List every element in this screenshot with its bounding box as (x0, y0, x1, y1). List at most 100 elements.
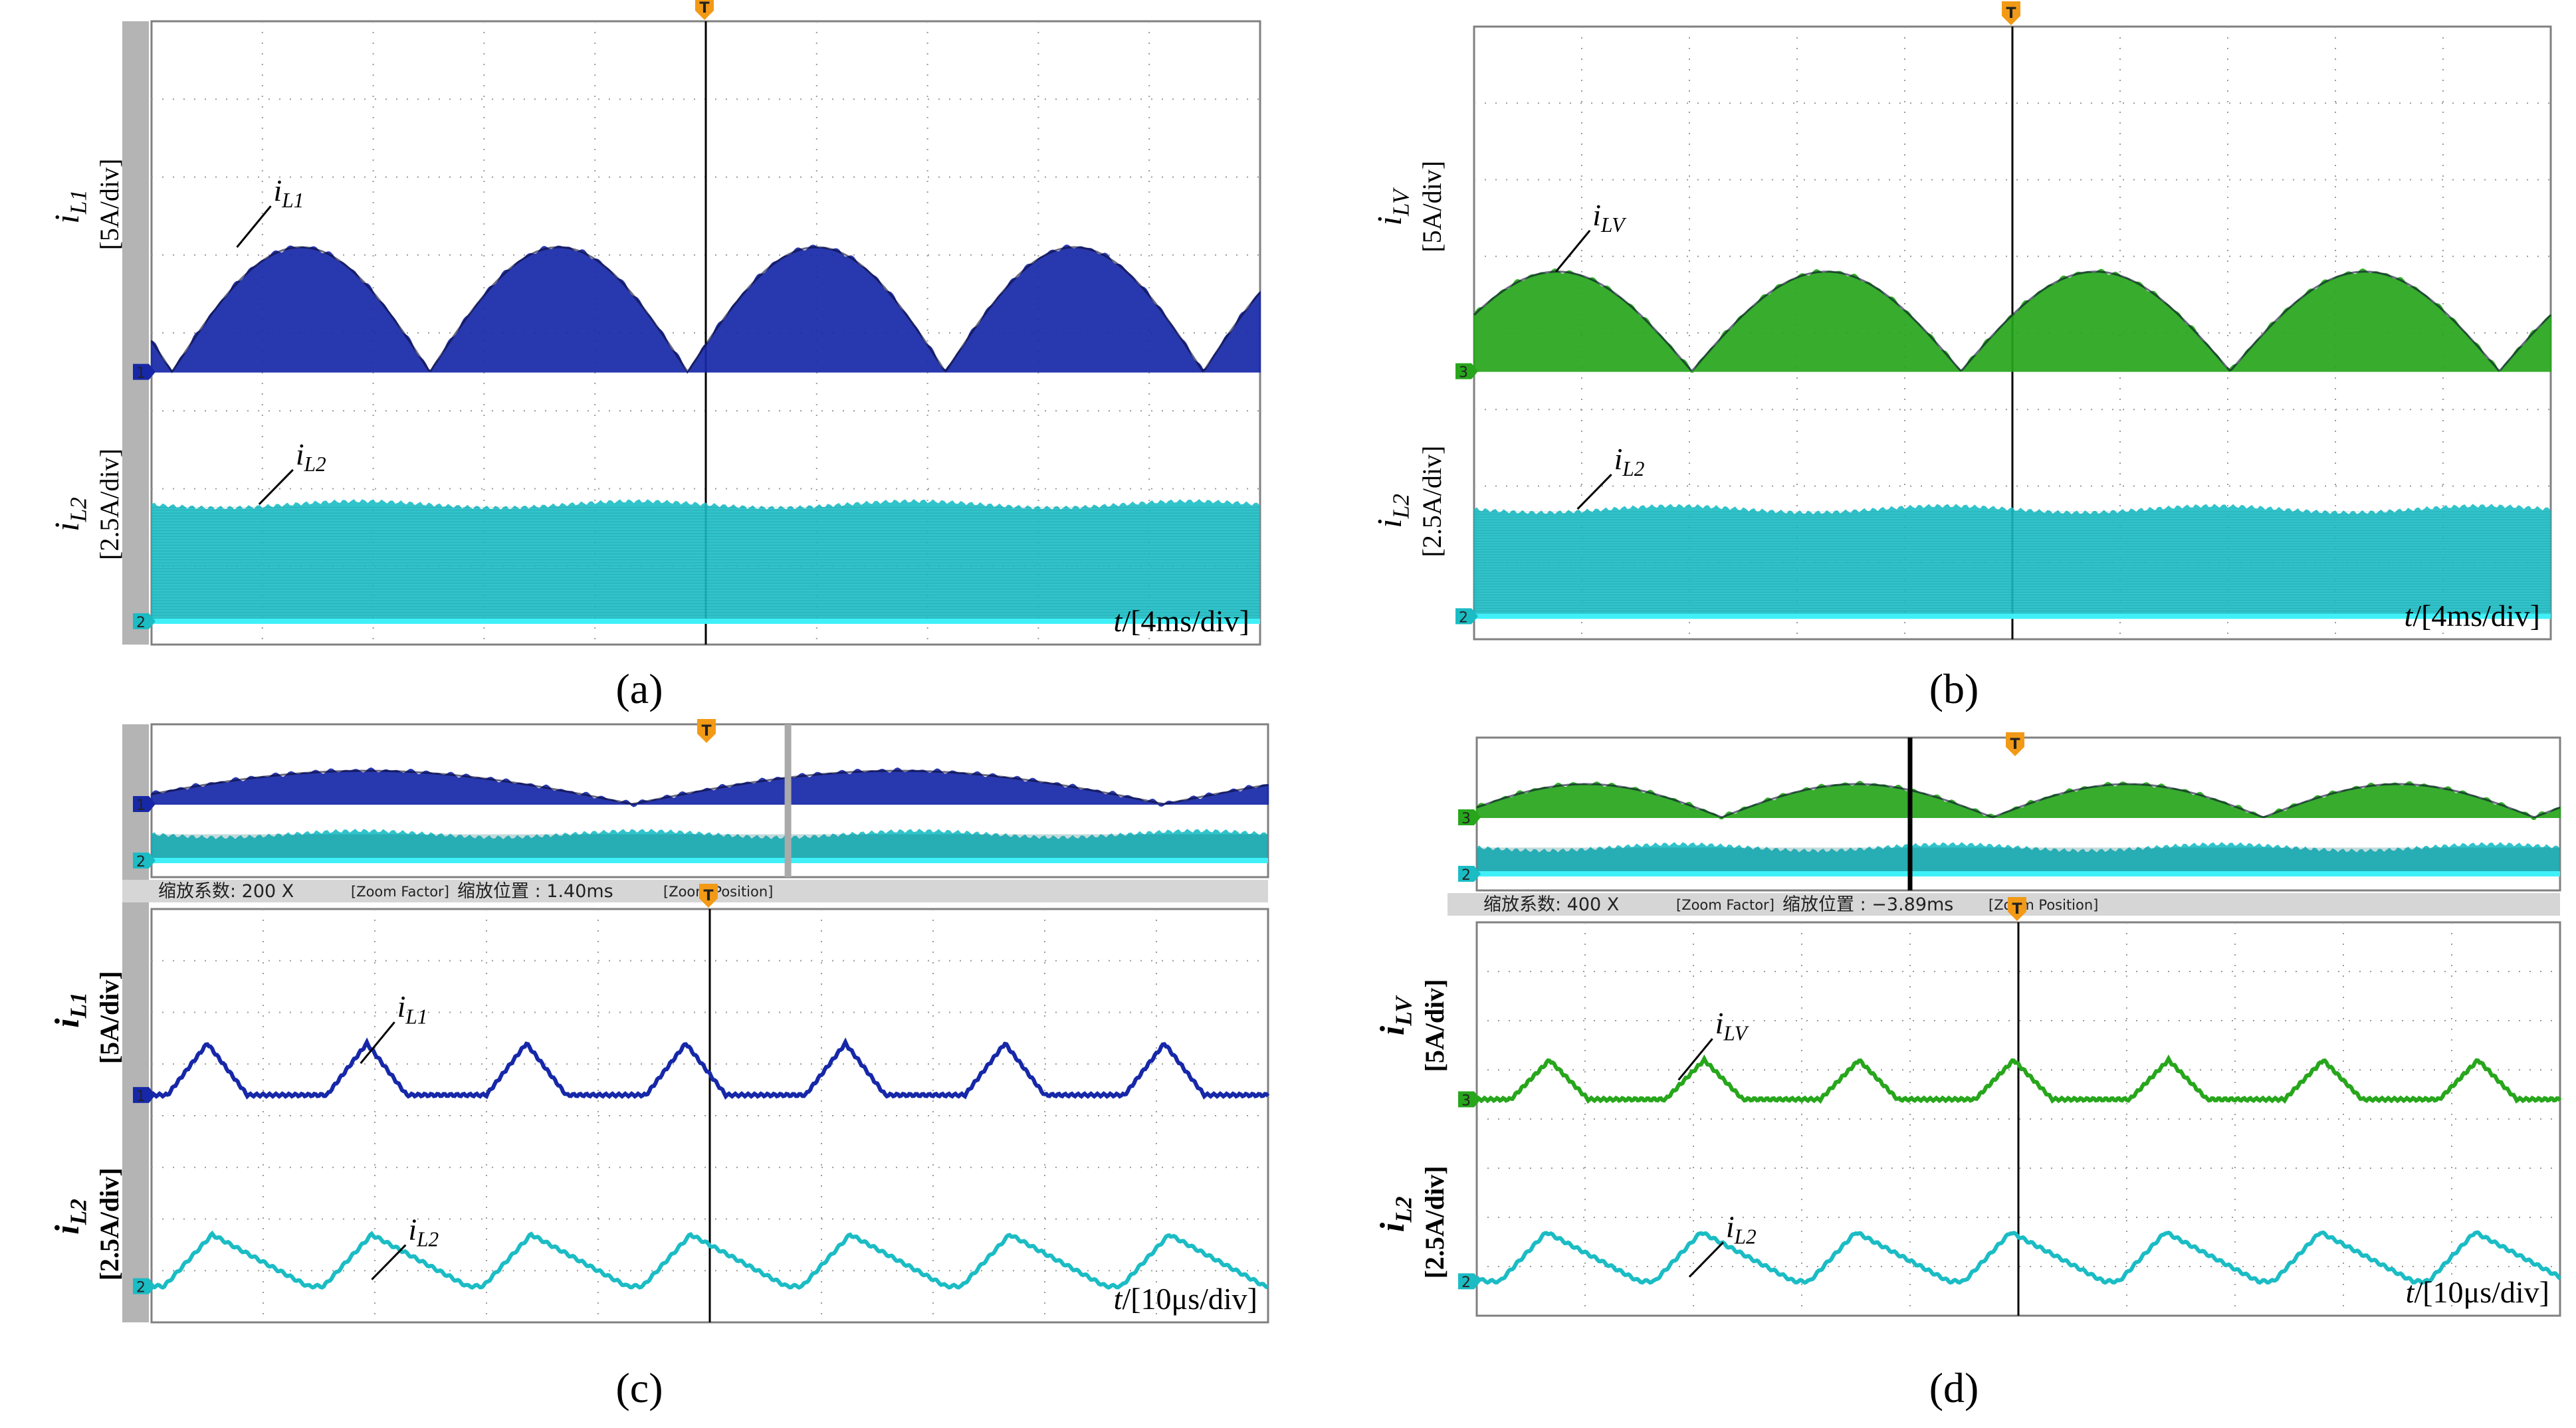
left-gray-bar (122, 21, 149, 645)
overview-trigger-marker-t: T (701, 723, 711, 740)
overview-ch-bottom (1458, 866, 1481, 882)
bottom-trace-label: iL2 (1726, 1210, 1757, 1249)
zoom-factor-tag: [Zoom Factor] (1676, 897, 1774, 913)
x-scale-label: t/[4ms/div] (2405, 599, 2540, 633)
top-trace-edge (1473, 270, 2552, 372)
top-y-label: iL1 (49, 992, 91, 1028)
overview-ch-bottom-num: 2 (136, 854, 146, 870)
zoom-factor-tag: [Zoom Factor] (351, 884, 449, 900)
trigger-marker (2002, 1, 2020, 25)
trigger-marker (2008, 897, 2026, 921)
x-scale-label: t/[4ms/div] (1114, 604, 1249, 638)
channel-top-marker (133, 363, 156, 380)
x-scale-label: t/[10μs/div] (1114, 1282, 1257, 1316)
trigger-marker-t: T (699, 0, 709, 17)
channel-top-marker (133, 1086, 156, 1103)
top-trace (1475, 1054, 2562, 1104)
top-leader-line (236, 205, 272, 248)
bottom-leader-line (1576, 474, 1612, 510)
channel-top-marker (1458, 1091, 1481, 1108)
bottom-y-label: iL2 (49, 1199, 91, 1235)
overview-ch-top-num: 1 (136, 797, 146, 814)
x-scale-label: t/[10μs/div] (2406, 1275, 2549, 1309)
bottom-trace (1474, 504, 2551, 617)
overview-trigger-marker (2006, 732, 2024, 756)
bottom-y-scale: [2.5A/div] (94, 1168, 124, 1280)
channel-bottom-marker (133, 1278, 156, 1294)
trigger-marker (699, 884, 718, 908)
panel-label: (c) (615, 1364, 663, 1411)
channel-bottom-marker-num: 2 (136, 1280, 146, 1296)
channel-top-marker-num: 3 (1461, 1092, 1471, 1109)
overview-bottom-trace (1477, 842, 2560, 874)
top-y-scale: [5A/div] (1417, 161, 1447, 253)
bottom-trace (150, 1230, 1269, 1290)
bottom-y-scale: [2.5A/div] (94, 449, 124, 560)
bottom-leader-line (1688, 1241, 1724, 1278)
overview-ch-top-num: 3 (1461, 811, 1471, 827)
bottom-trace-label: iL2 (408, 1213, 439, 1251)
trigger-marker-t: T (2006, 5, 2016, 22)
zoom-position-tag: [Zoom Position] (1988, 897, 2098, 913)
channel-top-marker-num: 1 (136, 1088, 146, 1105)
overview-ch-top (133, 796, 156, 812)
zoom-info-bar (1448, 893, 2560, 916)
overview-bottom-trace (152, 829, 1268, 861)
top-trace-label: iL1 (273, 173, 304, 212)
top-y-scale: [5A/div] (94, 971, 124, 1064)
channel-top-marker-num: 1 (136, 365, 146, 382)
top-trace (150, 1037, 1270, 1100)
top-y-label: iLV (1371, 187, 1414, 226)
zoom-position-text: 缩放位置 : −3.89ms (1782, 894, 1953, 915)
zoom-factor-text: 缩放系数: 400 X (1483, 894, 1619, 915)
bottom-trace-label: iL2 (1614, 442, 1645, 480)
overview-trigger-marker (697, 719, 716, 743)
trigger-marker (695, 0, 714, 20)
top-leader-line (1677, 1038, 1713, 1081)
channel-bottom-marker (1455, 608, 1478, 625)
bottom-leader-line (258, 468, 294, 506)
zoom-info-bar (122, 880, 1268, 902)
panel-label: (d) (1929, 1364, 1979, 1411)
overview-top-trace-edge (1476, 783, 2561, 819)
trigger-marker-t: T (703, 888, 713, 904)
left-gray-bar (122, 724, 149, 1322)
top-trace-label: iL1 (397, 989, 428, 1028)
bottom-trace-label: iL2 (296, 437, 326, 476)
top-y-scale: [5A/div] (1420, 979, 1449, 1072)
zoom-position-tag: [Zoom Position] (663, 884, 773, 900)
channel-bottom-marker-num: 2 (1459, 609, 1468, 626)
bottom-y-label: iL2 (1371, 494, 1414, 528)
top-trace-edge (150, 246, 1261, 373)
overview-ch-top (1458, 809, 1481, 825)
panel-label: (b) (1929, 665, 1979, 712)
channel-top-marker-num: 3 (1459, 365, 1468, 381)
channel-bottom-marker-num: 2 (1461, 1275, 1471, 1291)
panel-d: 3 2 T 缩放系数: 400 X [Zoom Factor] 缩放位置 : −3.89m… (1374, 732, 2562, 1411)
overview-ch-bottom (133, 853, 156, 868)
trigger-marker-t: T (2012, 901, 2022, 918)
top-y-label: iLV (1374, 995, 1416, 1035)
zoom-position-text: 缩放位置 : 1.40ms (457, 881, 613, 902)
panel-c: 1 2 T 缩放系数: 200 X [Zoom Factor] 缩放位置 : 1.40ms… (49, 719, 1270, 1411)
channel-bottom-marker-num: 2 (136, 615, 146, 631)
panel-label: (a) (615, 665, 663, 712)
overview-top-trace-edge (151, 769, 1269, 805)
bottom-leader-line (371, 1244, 407, 1280)
bottom-y-label: iL2 (49, 497, 91, 532)
channel-bottom-marker (133, 613, 156, 629)
bottom-trace (152, 499, 1260, 621)
overview-trigger-marker-t: T (2010, 736, 2020, 753)
top-trace-label: iLV (1715, 1006, 1750, 1045)
channel-bottom-marker (1458, 1273, 1481, 1290)
bottom-y-label: iL2 (1374, 1196, 1416, 1232)
bottom-trace (1475, 1230, 2561, 1285)
top-y-scale: [5A/div] (94, 159, 124, 251)
top-leader-line (360, 1021, 395, 1065)
top-y-label: iL1 (49, 189, 91, 224)
top-leader-line (1555, 229, 1591, 272)
top-trace-label: iLV (1592, 198, 1627, 237)
